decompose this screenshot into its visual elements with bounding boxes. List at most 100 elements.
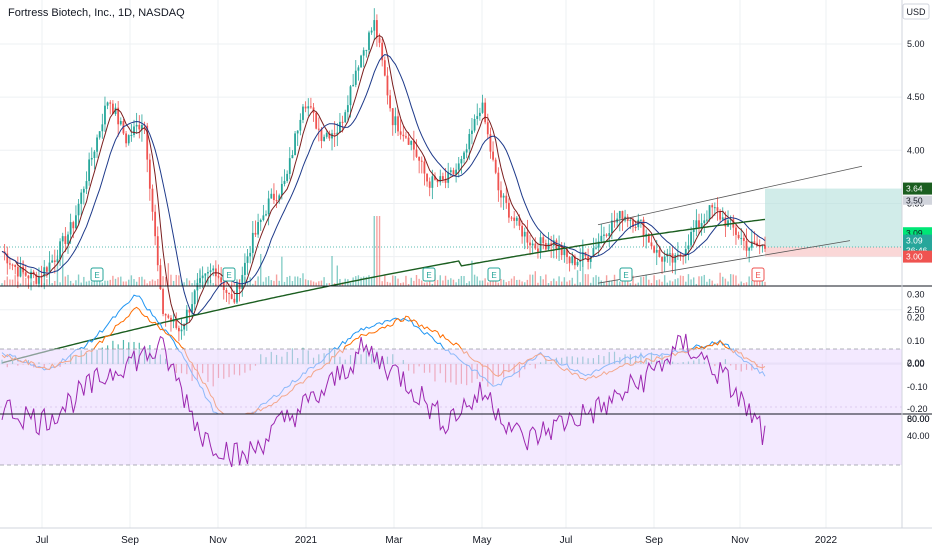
volume-bar: [167, 263, 170, 286]
volume-bar: [191, 283, 193, 286]
volume-bar: [262, 281, 265, 286]
volume-bar: [450, 278, 452, 286]
candle-body: [344, 112, 347, 123]
volume-bar: [194, 280, 196, 286]
candle-body: [727, 220, 729, 227]
candle-body: [19, 267, 22, 277]
candle-body: [331, 133, 333, 139]
volume-bar: [497, 282, 500, 286]
position-zones: [0, 188, 902, 257]
volume-bar: [326, 283, 328, 286]
candle-body: [610, 220, 613, 234]
candle-body: [415, 149, 418, 157]
candle-body: [188, 309, 191, 313]
candle-body: [703, 220, 706, 224]
price-tick-label: 5.00: [907, 39, 925, 49]
volume-bar: [32, 280, 35, 286]
candle-body: [521, 225, 524, 237]
candle-body: [170, 317, 172, 322]
volume-bar: [537, 282, 539, 286]
volume-bar: [339, 278, 341, 286]
candle-body: [207, 271, 209, 274]
candle-body: [254, 232, 257, 235]
time-tick-label: Jul: [560, 535, 573, 546]
volume-bar: [724, 278, 727, 286]
candle-body: [494, 159, 497, 173]
candle-body: [307, 106, 310, 109]
time-tick-label: 2022: [815, 535, 838, 546]
volume-bar: [597, 276, 600, 286]
candle-body: [526, 231, 529, 243]
volume-bar: [69, 280, 72, 286]
entry-price-label: 3.09: [906, 228, 923, 238]
volume-bar: [370, 276, 373, 286]
overlap-price-label-bg: [903, 195, 932, 205]
volume-bar: [616, 279, 618, 286]
candle-body: [51, 260, 54, 263]
volume-bar: [93, 278, 96, 286]
candle-body: [383, 60, 386, 76]
candle-body: [463, 152, 465, 160]
macd-tick-label: 0.30: [907, 289, 925, 299]
candle-body: [745, 240, 748, 251]
candle-body: [352, 84, 355, 87]
volume-bar: [143, 279, 146, 286]
candle-body: [85, 181, 88, 189]
volume-bar: [529, 274, 531, 286]
candle-body: [737, 234, 740, 239]
volume-bar: [674, 279, 676, 286]
volume-bar: [476, 276, 478, 286]
candle-body: [111, 103, 114, 114]
volume-bar: [550, 281, 552, 286]
candle-body: [426, 173, 428, 182]
volume-bar: [558, 276, 560, 286]
price-tick-label: 2.50: [907, 305, 925, 315]
candle-body: [82, 188, 85, 193]
volume-bar: [571, 277, 573, 286]
candle-body: [515, 217, 518, 221]
volume-bar: [233, 282, 236, 286]
channel-lower-line: [597, 240, 851, 284]
candle-body: [719, 210, 722, 220]
volume-bar: [318, 281, 320, 286]
time-tick-label: Sep: [645, 535, 663, 546]
volume-bar: [349, 282, 352, 286]
volume-bar: [114, 278, 117, 286]
volume-bar: [360, 277, 362, 286]
volume-bar: [188, 280, 191, 286]
volume-bar: [149, 281, 151, 286]
volume-bar: [690, 279, 692, 286]
candle-body: [542, 237, 545, 244]
volume-bar: [299, 278, 302, 286]
candle-body: [98, 131, 101, 138]
price-tick-label: 2.00: [907, 358, 925, 368]
volume-bar: [310, 280, 312, 286]
candle-body: [655, 249, 658, 253]
volume-bar: [389, 282, 391, 286]
volume-bar: [508, 281, 510, 286]
candle-body: [642, 219, 645, 237]
candle-body: [325, 132, 328, 137]
candle-body: [447, 172, 450, 183]
volume-bar: [561, 281, 563, 286]
volume-bar: [413, 280, 415, 286]
candle-body: [365, 49, 368, 51]
candle-body: [135, 124, 138, 127]
volume-bar: [605, 275, 608, 286]
volume-bar: [587, 274, 589, 286]
candle-body: [225, 290, 228, 293]
volume-bar: [146, 283, 148, 286]
candle-body: [228, 292, 230, 295]
volume-bar: [666, 282, 669, 286]
currency-badge[interactable]: [902, 3, 930, 20]
volume-bar: [576, 270, 579, 286]
candle-body: [24, 272, 27, 276]
candle-body: [444, 179, 447, 183]
candle-body: [750, 241, 753, 248]
candle-body: [209, 270, 212, 272]
target-price-label: 3.64: [906, 184, 923, 194]
volume-bar: [595, 275, 597, 286]
volume-bar: [611, 280, 613, 286]
